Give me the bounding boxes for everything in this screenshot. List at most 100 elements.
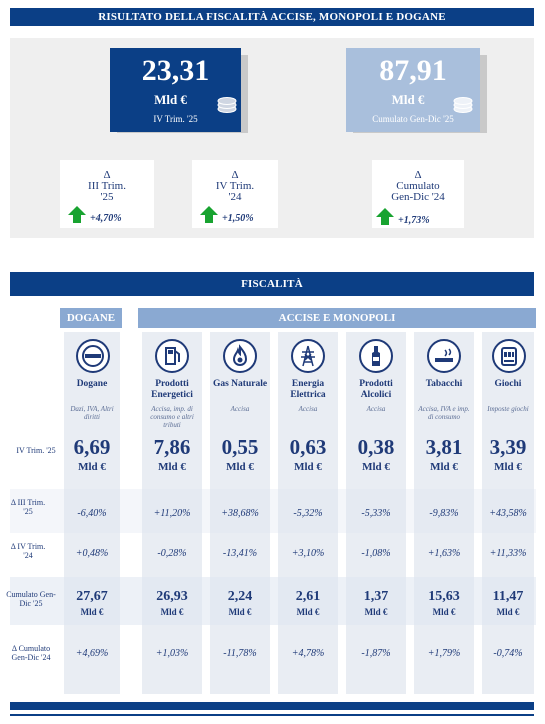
quarter-unit: Mld € bbox=[362, 461, 390, 473]
up-arrow-icon bbox=[200, 206, 218, 215]
cumulative-value: 1,37 bbox=[363, 589, 389, 604]
column-tabacchi bbox=[414, 332, 474, 694]
cumulative-unit: Mld € bbox=[228, 607, 252, 617]
delta-label: III Trim. '25 bbox=[88, 180, 126, 203]
quarter-card: 23,31 Mld € IV Trim. '25 bbox=[110, 48, 241, 132]
delta-label: IV Trim. '24 bbox=[215, 180, 255, 203]
gas-flame-icon bbox=[223, 339, 257, 373]
row-label-delta-quarter: Δ III Trim. '25 bbox=[10, 498, 46, 516]
quarter-value: 3,39 bbox=[489, 435, 527, 459]
coins-icon bbox=[453, 97, 473, 113]
cumulative-unit: Mld € bbox=[296, 607, 320, 617]
delta-year: +11,33% bbox=[489, 548, 527, 559]
delta-label: Cumulato Gen-Dic '24 bbox=[391, 180, 445, 203]
cumulative-value: 26,93 bbox=[156, 589, 188, 604]
column-giochi bbox=[482, 332, 534, 694]
delta-cumulative: +1,03% bbox=[155, 648, 189, 659]
bottom-rule bbox=[10, 714, 534, 716]
row-label-delta-year: Δ IV Trim. '24 bbox=[10, 542, 46, 560]
coins-icon bbox=[217, 97, 237, 113]
delta-cumulative: -1,87% bbox=[361, 648, 391, 659]
fuel-pump-icon bbox=[155, 339, 189, 373]
category-name: Giochi bbox=[494, 379, 522, 389]
quarter-unit: Mld € bbox=[78, 461, 106, 473]
category-taxes: Accisa bbox=[230, 405, 250, 413]
quarter-unit: Mld € bbox=[226, 461, 254, 473]
delta-year: -0,28% bbox=[157, 548, 187, 559]
category-name: Energia Elettrica bbox=[290, 379, 326, 400]
delta-quarter: +11,20% bbox=[153, 508, 191, 519]
cumulative-period: Cumulato Gen-Dic '25 bbox=[372, 114, 454, 124]
quarter-unit: Mld € bbox=[430, 461, 458, 473]
category-name: Tabacchi bbox=[425, 379, 463, 389]
cumulative-unit: Mld € bbox=[496, 607, 520, 617]
category-name: Dogane bbox=[76, 379, 108, 389]
tab-dogane: DOGANE bbox=[60, 308, 122, 328]
cumulative-unit: Mld € bbox=[160, 607, 184, 617]
top-banner: RISULTATO DELLA FISCALITÀ ACCISE, MONOPO… bbox=[10, 8, 534, 26]
delta-year: -1,08% bbox=[361, 548, 391, 559]
delta-year: +0,48% bbox=[75, 548, 109, 559]
cumulative-value: 11,47 bbox=[492, 589, 524, 604]
bottom-bar bbox=[10, 702, 534, 710]
column-prodotti-alcolici bbox=[346, 332, 406, 694]
cumulative-value: 87,91 bbox=[379, 54, 447, 87]
category-taxes: Accisa, imp. di consumo e altri tributi bbox=[150, 405, 194, 429]
cumulative-value: 2,24 bbox=[227, 589, 253, 604]
tab-accise-monopoli: ACCISE E MONOPOLI bbox=[138, 308, 536, 328]
category-taxes: Accisa bbox=[298, 405, 318, 413]
delta-card-year: Δ IV Trim. '24 +1,50% bbox=[192, 160, 278, 228]
quarter-value: 7,86 bbox=[153, 435, 191, 459]
delta-cumulative: +4,78% bbox=[291, 648, 325, 659]
up-arrow-icon bbox=[68, 206, 86, 215]
row-label-delta-cumulative: Δ Cumulato Gen-Dic '24 bbox=[11, 644, 51, 662]
delta-symbol: Δ bbox=[103, 169, 111, 181]
cumulative-unit: Mld € bbox=[80, 607, 104, 617]
cumulative-unit: Mld € bbox=[432, 607, 456, 617]
delta-symbol: Δ bbox=[231, 169, 239, 181]
delta-year: +3,10% bbox=[291, 548, 325, 559]
quarter-unit: Mld € bbox=[158, 461, 186, 473]
category-name: Prodotti Alcolici bbox=[359, 379, 393, 400]
bottle-icon bbox=[359, 339, 393, 373]
column-gas-naturale bbox=[210, 332, 270, 694]
power-pylon-icon bbox=[291, 339, 325, 373]
category-taxes: Dazi, IVA, Altri diritti bbox=[70, 405, 114, 421]
delta-value: +4,70% bbox=[90, 213, 122, 224]
delta-quarter: -5,32% bbox=[293, 508, 323, 519]
cumulative-value: 15,63 bbox=[428, 589, 460, 604]
delta-card-quarter: Δ III Trim. '25 +4,70% bbox=[60, 160, 154, 228]
quarter-value: 3,81 bbox=[425, 435, 463, 459]
quarter-value: 23,31 bbox=[141, 54, 210, 87]
quarter-period: IV Trim. '25 bbox=[153, 114, 198, 124]
category-taxes: Imposte giochi bbox=[487, 405, 529, 413]
quarter-value: 6,69 bbox=[73, 435, 111, 459]
delta-quarter: -5,33% bbox=[361, 508, 391, 519]
category-taxes: Accisa bbox=[366, 405, 386, 413]
column-prodotti-energetici bbox=[142, 332, 202, 694]
column-energia-elettrica bbox=[278, 332, 338, 694]
cumulative-unit: Mld € bbox=[391, 92, 425, 107]
quarter-unit: Mld € bbox=[154, 92, 187, 107]
delta-value: +1,50% bbox=[222, 213, 254, 224]
quarter-value: 0,38 bbox=[357, 435, 395, 459]
delta-quarter: +43,58% bbox=[489, 508, 527, 519]
delta-card-cumulative: Δ Cumulato Gen-Dic '24 +1,73% bbox=[372, 160, 464, 228]
category-taxes: Accisa, IVA e imp. di consumo bbox=[418, 405, 470, 421]
delta-cumulative: +4,69% bbox=[75, 648, 109, 659]
cumulative-unit: Mld € bbox=[364, 607, 388, 617]
cigarette-icon bbox=[427, 339, 461, 373]
delta-quarter: -6,40% bbox=[77, 508, 107, 519]
category-name: Gas Naturale bbox=[212, 379, 268, 389]
delta-cumulative: -11,78% bbox=[223, 648, 257, 659]
column-dogane bbox=[64, 332, 120, 694]
row-label-cumulative: Cumulato Gen-Dic '25 bbox=[6, 590, 56, 608]
row-label-quarter: IV Trim. '25 bbox=[16, 446, 56, 455]
fiscalita-banner: FISCALITÀ bbox=[10, 272, 534, 296]
delta-cumulative: -0,74% bbox=[493, 648, 523, 659]
delta-quarter: -9,83% bbox=[429, 508, 459, 519]
delta-symbol: Δ bbox=[414, 169, 422, 181]
customs-seal-icon bbox=[76, 339, 110, 373]
cumulative-value: 2,61 bbox=[295, 589, 321, 604]
delta-year: +1,63% bbox=[427, 548, 461, 559]
